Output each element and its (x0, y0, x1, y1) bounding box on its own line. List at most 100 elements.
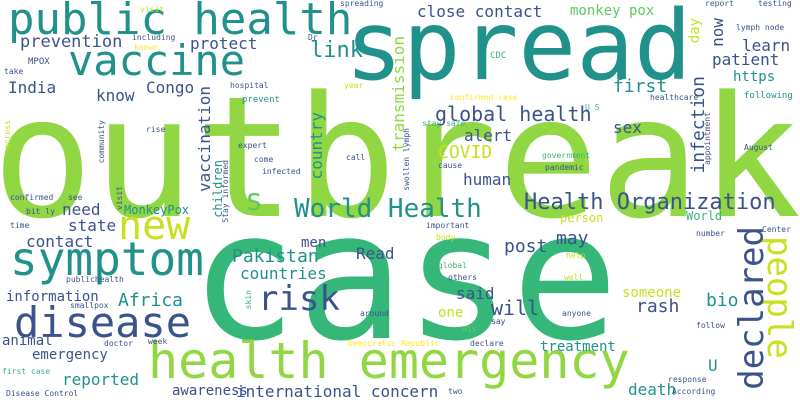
word-monkeypox: MonkeyPox (124, 203, 190, 217)
word-declared: declared (732, 226, 772, 390)
word-india: India (8, 78, 57, 97)
word-global-health: global health (435, 102, 592, 126)
word-lymph-node: lymph node (736, 23, 785, 32)
word-see: see (68, 193, 83, 202)
word-world-health: World Health (294, 194, 482, 224)
word-around: around (360, 309, 389, 318)
word-symptom: symptom (10, 232, 204, 286)
word-country: country (307, 112, 326, 180)
word-disease: disease (14, 298, 192, 347)
word-bio: bio (706, 290, 739, 311)
word-help: help (566, 251, 586, 260)
word-rash: rash (636, 296, 680, 317)
word-global: global (438, 261, 467, 270)
word-democratic-republic: Democratic Republic (348, 339, 440, 348)
word-across: across (3, 120, 12, 149)
word-pakistan: Pakistan (232, 246, 319, 267)
word-us: U S (585, 103, 600, 112)
word-year: year (344, 81, 364, 90)
word-confirmed: confirmed (10, 193, 54, 202)
word-smallpox: smallpox (70, 301, 109, 310)
word-well: well (564, 273, 584, 282)
word-disease-control: Disease Control (6, 389, 79, 398)
word-prevent: prevent (242, 95, 280, 105)
word-emergency: emergency (32, 347, 108, 363)
word-men: men (301, 235, 327, 251)
word-according: According (672, 387, 716, 396)
word-patient: patient (712, 50, 780, 69)
word-bit-ly: bit ly (26, 207, 55, 216)
word-covid: COVID (438, 142, 493, 163)
word-countries: countries (240, 264, 327, 283)
word-https: https (733, 69, 776, 85)
word-case: case (190, 173, 619, 380)
word-know: know (96, 86, 135, 105)
word-number: number (696, 229, 725, 238)
word-hospital: hospital (230, 81, 269, 90)
word-sex: sex (613, 118, 642, 137)
word-link: link (310, 38, 363, 63)
word-take: take (4, 67, 24, 76)
word-person: person (560, 211, 604, 225)
word-spread: spread (345, 0, 692, 102)
word-call: call (346, 153, 366, 162)
word-information: information (6, 289, 99, 305)
word-one: one (438, 305, 464, 321)
word-say: say (491, 317, 506, 326)
word-mpox: MPOX (28, 57, 50, 67)
word-visit: visit (140, 5, 165, 14)
word-public-health: public health (8, 0, 353, 45)
word-protect: protect (190, 34, 258, 53)
word-read: Read (356, 244, 395, 263)
word-health-organization: Health Organization (524, 190, 776, 215)
word-post: post (504, 236, 548, 257)
word-human: human (463, 170, 512, 189)
word-healthcare: healthcare (650, 93, 699, 102)
word-said: said (456, 284, 495, 303)
word-declare: declare (470, 339, 504, 348)
word-infected: infected (262, 167, 301, 176)
word-health-emergency: health emergency (148, 332, 630, 390)
word-stay-informed: Stay informed (221, 160, 230, 223)
word-visit-v: visit (115, 186, 124, 211)
word-testing: testing (758, 0, 792, 8)
word-following: following (744, 91, 793, 101)
word-monkey-pox: monkey pox (570, 3, 655, 19)
word-close-contact: close contact (417, 2, 543, 21)
word-publichealth: publichealth (66, 275, 124, 284)
word-report: report (705, 0, 734, 8)
word-time: time (10, 221, 30, 230)
word-risk: risk (258, 279, 340, 319)
word-first-case: first case (2, 367, 51, 376)
word-reported: reported (62, 370, 140, 389)
word-prevention: prevention (20, 32, 123, 52)
word-spreading: spreading (340, 0, 384, 8)
word-confirmed-case: confirmed case (450, 93, 518, 102)
word-will: will (491, 296, 540, 320)
word-awareness: awareness (172, 383, 248, 399)
word-cause: cause (438, 161, 463, 170)
word-new: new (118, 203, 191, 249)
word-outbreak: outbreak (0, 60, 800, 256)
word-treatment: treatment (540, 339, 616, 355)
word-center: Center (762, 225, 791, 234)
word-u: U (708, 356, 718, 375)
word-learn: learn (742, 36, 791, 55)
word-rise: rise (146, 125, 166, 134)
word-including: including (132, 33, 176, 42)
word-dr: Dr (308, 33, 318, 42)
word-first: first (613, 76, 668, 97)
word-cdc: CDC (490, 51, 507, 61)
word-two: two (448, 387, 463, 396)
word-response: response (668, 375, 707, 384)
word-hiv: HIV (462, 325, 477, 334)
word-vaccine: vaccine (68, 36, 246, 85)
word-congo: Congo (146, 78, 195, 97)
word-someone: someone (622, 285, 682, 301)
word-death: death (628, 380, 677, 399)
word-known: known (134, 43, 159, 52)
word-may: may (556, 228, 589, 249)
word-follow: follow (696, 321, 725, 330)
word-doctor: doctor (104, 339, 133, 348)
word-international-concern: international concern (236, 382, 439, 400)
